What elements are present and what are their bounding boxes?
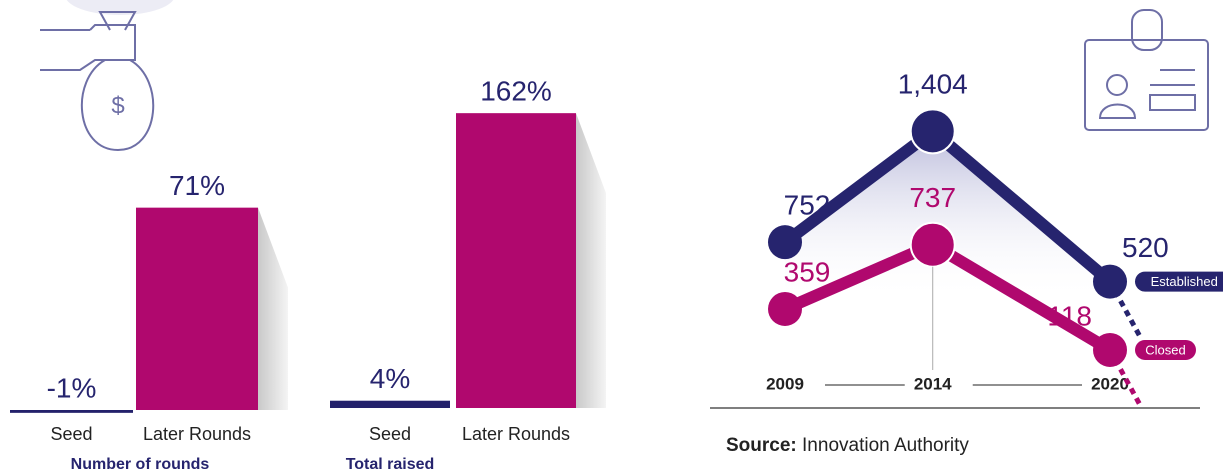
value-label: 737 (909, 182, 956, 213)
bar (330, 400, 450, 408)
point (768, 225, 802, 260)
category-label: Seed (50, 424, 92, 444)
bar (136, 207, 258, 410)
value-label: 752 (784, 190, 831, 221)
value-label: 359 (784, 256, 831, 287)
value-label: 118 (1047, 300, 1092, 331)
x-tick-label: 2009 (766, 374, 804, 393)
bar-shadow (258, 207, 288, 410)
bar (456, 113, 576, 408)
legend-label: Established (1151, 274, 1218, 289)
value-label: 71% (169, 170, 225, 201)
category-label: Later Rounds (462, 424, 570, 444)
source: Source: Innovation Authority (726, 435, 969, 456)
bar-shadow (576, 113, 606, 408)
legend-tag (1135, 271, 1223, 292)
source-text: Innovation Authority (802, 435, 969, 456)
id-card-icon (1084, 9, 1209, 131)
value-label: 1,404 (898, 69, 968, 100)
point (1093, 332, 1127, 367)
legend-tag (1135, 339, 1196, 360)
point (909, 221, 956, 268)
svg-text:$: $ (111, 92, 124, 119)
value-label: 4% (370, 363, 410, 394)
x-axis-title: Total raised (346, 456, 435, 473)
point (1093, 264, 1127, 299)
x-axis-title: Number of rounds (71, 456, 210, 473)
legend-label: Closed (1145, 342, 1185, 357)
area (785, 131, 1110, 300)
value-label: 162% (480, 76, 552, 107)
money-hand-icon: $ (40, 0, 174, 152)
category-label: Later Rounds (143, 424, 251, 444)
source-label: Source: (726, 435, 797, 456)
bar (10, 410, 133, 413)
point (768, 291, 802, 326)
category-label: Seed (369, 424, 411, 444)
value-label: -1% (47, 372, 97, 403)
point (909, 108, 956, 155)
x-tick-label: 2020 (1091, 374, 1129, 393)
x-tick-label: 2014 (914, 374, 952, 393)
value-label: 520 (1122, 232, 1169, 263)
